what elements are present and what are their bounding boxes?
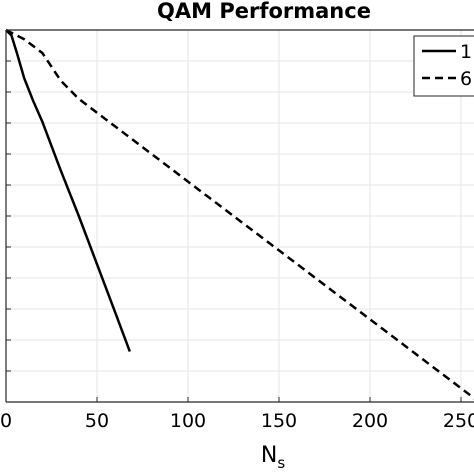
legend-label-6: 6 — [460, 68, 472, 90]
series-line-dashed — [5, 28, 474, 400]
x-tick-label: 100 — [170, 410, 206, 432]
legend-label-1: 1 — [460, 41, 472, 63]
chart-title: QAM Performance — [157, 0, 371, 23]
x-tick-label: 50 — [85, 410, 109, 432]
legend-box — [413, 35, 474, 97]
legend: 1 6 — [413, 35, 474, 97]
x-axis-label-subscript: s — [277, 454, 285, 472]
grid — [5, 30, 474, 402]
x-ticks: 0 50 100 150 200 250 — [0, 397, 474, 432]
series-lines — [5, 28, 474, 400]
x-tick-label: 0 — [0, 410, 12, 432]
series-line-solid — [5, 29, 131, 352]
x-tick-label: 200 — [352, 410, 388, 432]
x-axis-label-main: N — [261, 443, 277, 468]
y-ticks — [6, 60, 11, 372]
x-tick-label: 250 — [443, 410, 474, 432]
x-tick-label: 150 — [261, 410, 297, 432]
x-axis-label: Ns — [261, 443, 285, 472]
